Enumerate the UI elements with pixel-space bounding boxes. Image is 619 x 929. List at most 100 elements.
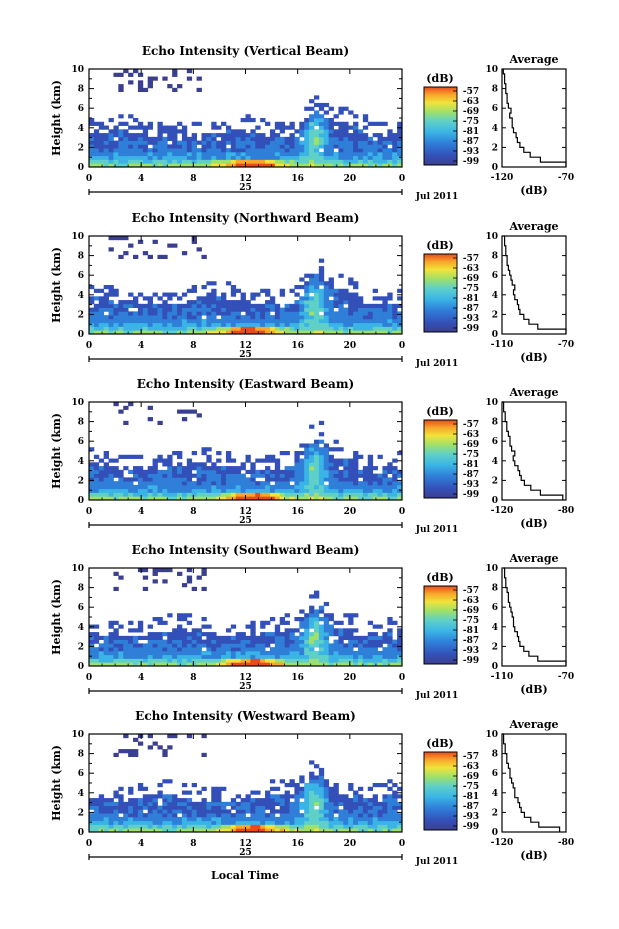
- heatmap-cell: [196, 639, 202, 644]
- heatmap-cell: [108, 458, 114, 463]
- heatmap-cell: [225, 639, 232, 644]
- heatmap-cell: [137, 484, 144, 490]
- heatmap-cell: [279, 136, 286, 142]
- heatmap-cell: [211, 809, 217, 814]
- heatmap-cell: [269, 296, 276, 301]
- heatmap-cell: [147, 745, 153, 750]
- heatmap-cell: [167, 794, 173, 799]
- heatmap-cell: [206, 473, 212, 478]
- heatmap-cell: [221, 303, 227, 309]
- heatmap-cell: [216, 496, 222, 501]
- heatmap-cell: [397, 473, 403, 478]
- heatmap-cell: [289, 643, 295, 648]
- heatmap-cell: [172, 303, 178, 309]
- heatmap-cell: [167, 658, 173, 663]
- heatmap-cell: [201, 148, 207, 153]
- heatmap-cell: [128, 650, 134, 656]
- heatmap-cell: [284, 643, 290, 648]
- heatmap-cell: [328, 632, 334, 637]
- heatmap-cell: [177, 809, 183, 814]
- heatmap-cell: [201, 643, 207, 648]
- heatmap-cell: [206, 484, 212, 490]
- heatmap-cell: [250, 654, 256, 659]
- heatmap-cell: [113, 647, 119, 652]
- heatmap-cell: [397, 469, 403, 475]
- heatmap-cell: [265, 816, 271, 822]
- heatmap-cell: [137, 155, 144, 160]
- heatmap-cell: [186, 662, 193, 667]
- heatmap-cell: [357, 798, 364, 803]
- heatmap-cell: [225, 303, 232, 309]
- heatmap-cell: [201, 322, 207, 327]
- heatmap-cell: [299, 643, 305, 648]
- heatmap-cell: [123, 136, 129, 142]
- heatmap-cell: [299, 484, 305, 490]
- heatmap-cell: [397, 163, 403, 168]
- y-tick-label: 8: [78, 85, 84, 95]
- heatmap-cell: [269, 303, 276, 309]
- heatmap-cell: [353, 303, 359, 309]
- heatmap-cell: [167, 136, 173, 142]
- heatmap-cell: [181, 790, 188, 795]
- heatmap-cell: [235, 163, 242, 168]
- heatmap-cell: [348, 658, 354, 663]
- heatmap-cell: [157, 794, 163, 799]
- heatmap-cell: [348, 662, 354, 667]
- heatmap-cell: [372, 647, 378, 652]
- heatmap-cell: [245, 794, 251, 799]
- heatmap-cell: [372, 635, 378, 641]
- x-tick-label: 0: [86, 174, 92, 184]
- heatmap-cell: [186, 496, 193, 501]
- heatmap-cell: [313, 496, 320, 501]
- heatmap-cell: [230, 477, 237, 482]
- x-tick-label: 4: [138, 673, 144, 683]
- heatmap-cell: [162, 794, 168, 799]
- heatmap-cell: [318, 798, 325, 803]
- heatmap-cell: [294, 454, 300, 459]
- heatmap-cell: [304, 311, 310, 316]
- heatmap-cell: [255, 813, 261, 818]
- heatmap-cell: [147, 159, 153, 164]
- heatmap-cell: [338, 288, 344, 293]
- heatmap-cell: [260, 481, 266, 486]
- heatmap-cell: [343, 658, 349, 663]
- heatmap-cell: [357, 300, 364, 305]
- heatmap-cell: [177, 643, 183, 648]
- heatmap-cell: [123, 330, 129, 335]
- heatmap-cell: [318, 654, 325, 659]
- heatmap-cell: [211, 318, 217, 324]
- heatmap-cell: [216, 477, 222, 482]
- heatmap-cell: [152, 798, 158, 803]
- heatmap-cell: [382, 662, 388, 667]
- heatmap-cell: [157, 805, 163, 810]
- heatmap-cell: [137, 734, 144, 739]
- heatmap-cell: [328, 813, 334, 818]
- heatmap-cell: [230, 136, 237, 142]
- heatmap-cell: [323, 484, 330, 490]
- heatmap-cell: [250, 292, 256, 297]
- heatmap-cell: [392, 315, 398, 320]
- average-y-tick-label: 2: [492, 476, 498, 486]
- heatmap-cell: [191, 288, 197, 293]
- heatmap-cell: [338, 643, 344, 648]
- heatmap-cell: [338, 492, 344, 497]
- average-y-tick-label: 0: [492, 330, 498, 340]
- heatmap-cell: [152, 159, 158, 164]
- heatmap-cell: [333, 121, 339, 126]
- heatmap-cell: [274, 125, 281, 130]
- heatmap-cell: [338, 816, 344, 822]
- heatmap-cell: [118, 650, 124, 656]
- heatmap-cell: [225, 315, 232, 320]
- heatmap-cell: [240, 658, 246, 663]
- heatmap-cell: [181, 322, 188, 327]
- heatmap-cell: [128, 300, 134, 305]
- heatmap-cell: [318, 258, 325, 263]
- heatmap-cell: [323, 824, 330, 829]
- heatmap-cell: [397, 488, 403, 493]
- heatmap-cell: [172, 654, 178, 659]
- heatmap-cell: [348, 318, 354, 324]
- heatmap-cell: [137, 568, 144, 573]
- heatmap-cell: [255, 133, 261, 138]
- heatmap-cell: [181, 824, 188, 829]
- heatmap-cell: [177, 326, 183, 331]
